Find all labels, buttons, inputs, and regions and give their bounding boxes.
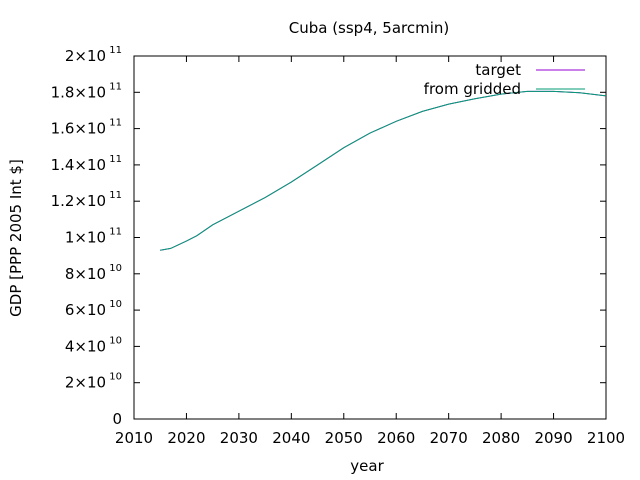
legend-label: from gridded: [424, 80, 521, 98]
y-tick-exponent: 10: [106, 335, 122, 346]
series-line-1: [160, 90, 607, 251]
x-tick-label: 2090: [534, 429, 572, 447]
y-tick-exponent: 11: [106, 154, 122, 165]
y-tick-label: 6×10 10: [65, 299, 122, 319]
x-axis-label: year: [350, 457, 384, 475]
y-tick-exponent: 11: [106, 118, 122, 129]
y-tick-labels: 02×10 104×10 106×10 108×10 101×10 111.2×…: [51, 45, 122, 428]
x-tick-label: 2020: [167, 429, 205, 447]
y-tick-mantissa: 1×10: [65, 229, 106, 247]
x-tick-label: 2010: [115, 429, 153, 447]
y-tick-exponent: 11: [106, 190, 122, 201]
x-tick-labels: 2010 2020 2030 2040 2050 2060 2070 2080 2090 2100: [115, 429, 625, 447]
y-tick-exponent: 10: [106, 263, 122, 274]
x-tick-label: 2070: [430, 429, 468, 447]
x-tick-label: 2030: [220, 429, 258, 447]
y-tick-label: 1.4×10 11: [51, 154, 122, 174]
x-tick-label: 2080: [482, 429, 520, 447]
x-tick-label: 2060: [377, 429, 415, 447]
legend-label: target: [475, 61, 521, 79]
y-tick-mantissa: 2×10: [65, 374, 106, 392]
y-tick-exponent: 10: [106, 299, 122, 310]
y-tick-exponent: 11: [106, 227, 122, 238]
series-line-0: [160, 90, 607, 251]
y-axis-label: GDP [PPP 2005 Int $]: [7, 159, 25, 317]
plot-frame: [133, 55, 607, 420]
y-tick-mantissa: 8×10: [65, 265, 106, 283]
y-tick-exponent: 11: [106, 45, 122, 56]
y-tick-label: 8×10 10: [65, 263, 122, 283]
y-tick-mantissa: 0: [112, 410, 122, 428]
y-tick-mantissa: 1.2×10: [51, 192, 107, 210]
chart-title: Cuba (ssp4, 5arcmin): [289, 19, 450, 37]
y-tick-label: 2×10 11: [65, 45, 122, 65]
series-lines: [160, 90, 607, 251]
y-tick-mantissa: 1.6×10: [51, 120, 107, 138]
y-tick-mantissa: 6×10: [65, 301, 106, 319]
y-tick-exponent: 11: [106, 81, 122, 92]
y-tick-label: 4×10 10: [65, 335, 122, 355]
y-tick-label: 1.6×10 11: [51, 118, 122, 138]
y-tick-label: 1.2×10 11: [51, 190, 122, 210]
y-tick-mantissa: 4×10: [65, 337, 106, 355]
y-tick-exponent: 10: [106, 372, 122, 383]
y-tick-label: 1.8×10 11: [51, 81, 122, 101]
x-tick-label: 2100: [587, 429, 625, 447]
x-tick-label: 2040: [272, 429, 310, 447]
y-tick-mantissa: 1.8×10: [51, 83, 107, 101]
x-tick-label: 2050: [325, 429, 363, 447]
y-tick-label: 2×10 10: [65, 372, 122, 392]
y-tick-mantissa: 2×10: [65, 47, 106, 65]
axis-ticks: [133, 55, 607, 420]
y-tick-mantissa: 1.4×10: [51, 156, 107, 174]
y-tick-label: 1×10 11: [65, 227, 122, 247]
y-tick-label: 0: [112, 410, 122, 428]
